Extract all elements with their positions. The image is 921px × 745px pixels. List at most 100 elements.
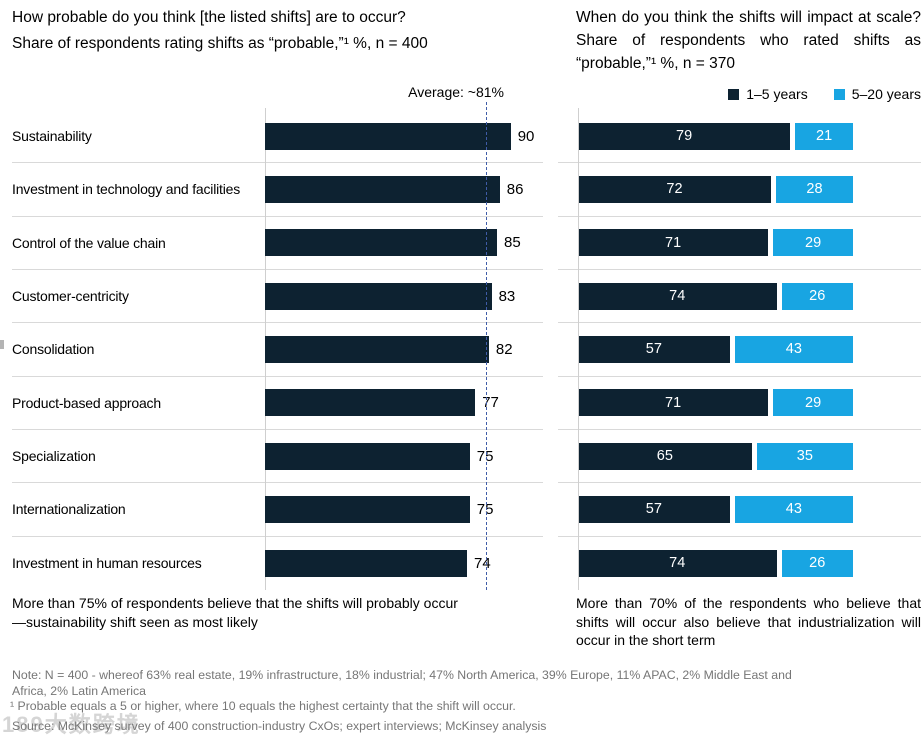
impact-timing-chart: 79 21 72 28 71 29 74 26 57 43 71 29 65 35 57 43 74 26 [558,108,921,590]
right-takeaway-text: More than 70% of the respondents who bel… [576,595,921,648]
category-label: Product-based approach [12,394,161,411]
stacked-bar: 79 21 [578,122,853,150]
stacked-bar: 74 26 [578,282,853,310]
left-chart-row: Investment in human resources 74 [12,537,543,590]
category-label: Investment in human resources [12,555,202,572]
stacked-bar: 72 28 [578,175,853,203]
right-chart-row: 74 26 [558,270,921,324]
left-chart-title-block: How probable do you think [the listed sh… [12,5,490,57]
legend: 1–5 years 5–20 years [576,86,921,102]
segment-5-20-years: 29 [773,229,853,257]
probability-bar [265,495,470,523]
probability-bar [265,442,470,470]
bar-track: 83 [265,282,538,310]
left-chart-row: Sustainability 90 [12,110,543,164]
left-chart-title: How probable do you think [the listed sh… [12,9,406,26]
right-chart-title: When do you think the shifts will impact… [576,9,921,72]
segment-1-5-years: 74 [578,549,777,577]
category-label: Control of the value chain [12,234,166,251]
segment-5-20-years: 43 [734,495,853,523]
category-label: Investment in technology and facilities [12,181,240,198]
stacked-bar: 57 43 [578,495,853,523]
category-label: Consolidation [12,341,95,358]
average-label: Average: ~81% [408,84,504,100]
bar-value-label: 75 [476,500,494,518]
stacked-bar: 71 29 [578,389,853,417]
left-chart-row: Control of the value chain 85 [12,217,543,270]
bar-track: 75 [265,442,538,470]
segment-5-20-years: 26 [781,282,853,310]
right-chart-row: 65 35 [558,430,921,484]
watermark-text: 189大数跨境 [2,712,141,737]
segment-5-20-years: 29 [773,389,853,417]
segment-1-5-years: 71 [578,389,769,417]
edge-artifact [0,340,4,349]
segment-1-5-years: 79 [578,122,791,150]
segment-1-5-years: 57 [578,495,730,523]
bar-value-label: 77 [482,394,499,412]
source-text: Source: McKinsey survey of 400 construct… [12,719,547,733]
segment-1-5-years: 57 [578,335,730,363]
category-label: Sustainability [12,128,92,145]
bar-value-label: 82 [495,340,513,358]
segment-5-20-years: 28 [776,175,853,203]
legend-swatch-icon [833,88,845,100]
stacked-bar: 71 29 [578,229,853,257]
probability-bar [265,122,511,150]
segment-5-20-years: 26 [781,549,853,577]
left-chart-row: Customer-centricity 83 [12,270,543,324]
segment-5-20-years: 43 [734,335,853,363]
bar-value-label: 83 [498,287,516,305]
right-chart-row: 79 21 [558,110,921,164]
bar-value-label: 90 [517,127,535,145]
probability-bar [265,229,498,257]
left-chart-subtitle: Share of respondents rating shifts as “p… [12,35,428,52]
legend-item: 5–20 years [833,86,921,102]
segment-1-5-years: 65 [578,442,752,470]
right-chart-row: 71 29 [558,217,921,270]
bar-track: 77 [265,389,538,417]
left-chart-row: Product-based approach 77 [12,377,543,430]
bar-track: 86 [265,175,538,203]
bar-track: 85 [265,229,538,257]
left-chart-row: Specialization 75 [12,430,543,484]
bar-track: 74 [265,549,538,577]
left-takeaway-text: More than 75% of respondents believe tha… [12,595,458,630]
right-chart-row: 57 43 [558,483,921,537]
left-chart-row: Investment in technology and facilities 8… [12,163,543,217]
bar-value-label: 85 [504,234,521,252]
segment-5-20-years: 21 [795,122,853,150]
bar-track: 75 [265,495,538,523]
bar-value-label: 86 [506,180,524,198]
probability-bar [265,549,468,577]
legend-swatch-icon [728,88,740,100]
legend-item: 1–5 years [728,86,808,102]
probability-chart: Sustainability 90 Investment in technology… [12,102,543,590]
bar-value-label: 74 [474,554,491,572]
stacked-bar: 65 35 [578,442,853,470]
stacked-bar: 74 26 [578,549,853,577]
probability-bar [265,335,489,363]
footnote-text: ¹ Probable equals a 5 or higher, where 1… [10,699,516,713]
right-chart-rows: 79 21 72 28 71 29 74 26 57 43 71 29 65 35 57 43 74 26 [558,110,921,590]
segment-1-5-years: 72 [578,175,771,203]
legend-label: 5–20 years [851,86,921,102]
probability-bar [265,175,500,203]
segment-1-5-years: 71 [578,229,769,257]
category-label: Customer-centricity [12,288,129,305]
category-label: Specialization [12,448,96,465]
left-chart-row: Internationalization 75 [12,483,543,537]
right-axis-line [578,108,579,590]
bar-track: 82 [265,335,538,363]
legend-label: 1–5 years [746,86,808,102]
stacked-bar: 57 43 [578,335,853,363]
probability-bar [265,389,476,417]
average-dashed-line [486,102,487,590]
note-text: Note: N = 400 - whereof 63% real estate,… [12,668,792,698]
category-label: Internationalization [12,501,126,518]
left-chart-rows: Sustainability 90 Investment in technology… [12,110,543,590]
right-chart-row: 74 26 [558,537,921,590]
left-chart-row: Consolidation 82 [12,323,543,377]
right-chart-row: 71 29 [558,377,921,430]
right-chart-row: 72 28 [558,163,921,217]
